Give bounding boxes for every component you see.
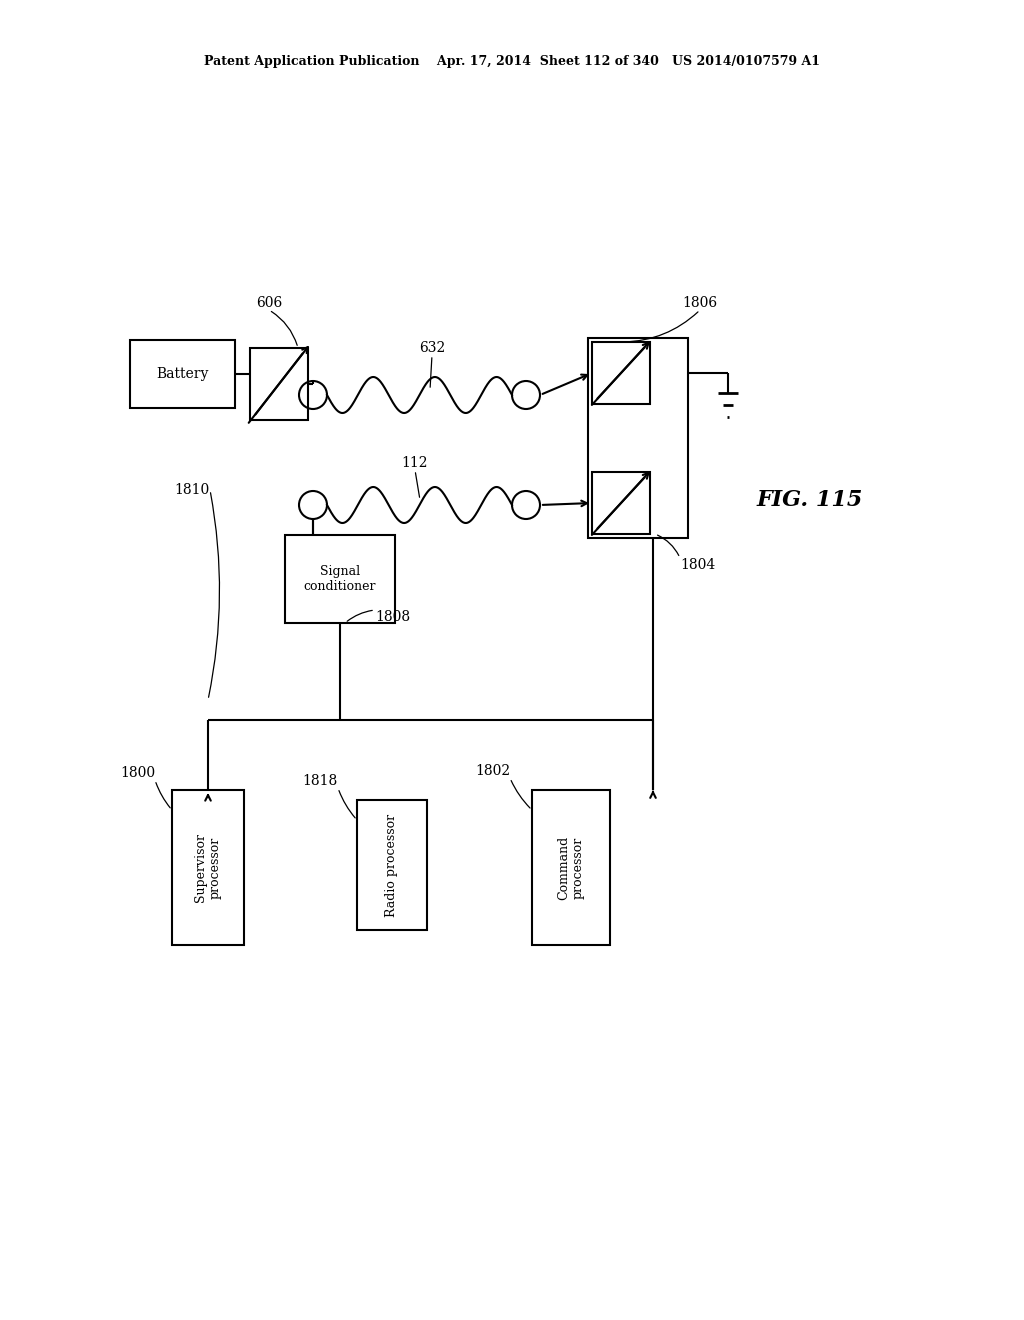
Bar <box>130 341 234 408</box>
Bar <box>588 338 688 539</box>
Bar <box>250 348 308 420</box>
Text: 606: 606 <box>256 296 283 310</box>
Text: Supervisor
processor: Supervisor processor <box>194 833 222 902</box>
Text: 1818: 1818 <box>303 774 338 788</box>
Text: 1802: 1802 <box>475 764 510 777</box>
Text: 1806: 1806 <box>682 296 718 310</box>
Text: Signal
conditioner: Signal conditioner <box>304 565 376 593</box>
Text: 1810: 1810 <box>175 483 210 498</box>
Text: Radio processor: Radio processor <box>385 813 398 916</box>
Text: 632: 632 <box>419 341 445 355</box>
Text: FIG. 115: FIG. 115 <box>757 488 863 511</box>
Text: Command
processor: Command processor <box>557 836 585 900</box>
Bar <box>357 800 427 931</box>
Bar <box>172 789 244 945</box>
Bar <box>592 342 650 404</box>
Bar <box>592 473 650 535</box>
Text: 1804: 1804 <box>680 558 715 572</box>
Bar <box>285 535 395 623</box>
Text: 1808: 1808 <box>375 610 411 624</box>
Text: 1800: 1800 <box>120 766 155 780</box>
Text: Battery: Battery <box>157 367 209 381</box>
Text: Patent Application Publication    Apr. 17, 2014  Sheet 112 of 340   US 2014/0107: Patent Application Publication Apr. 17, … <box>204 55 820 69</box>
Bar <box>532 789 610 945</box>
Text: 112: 112 <box>401 455 428 470</box>
